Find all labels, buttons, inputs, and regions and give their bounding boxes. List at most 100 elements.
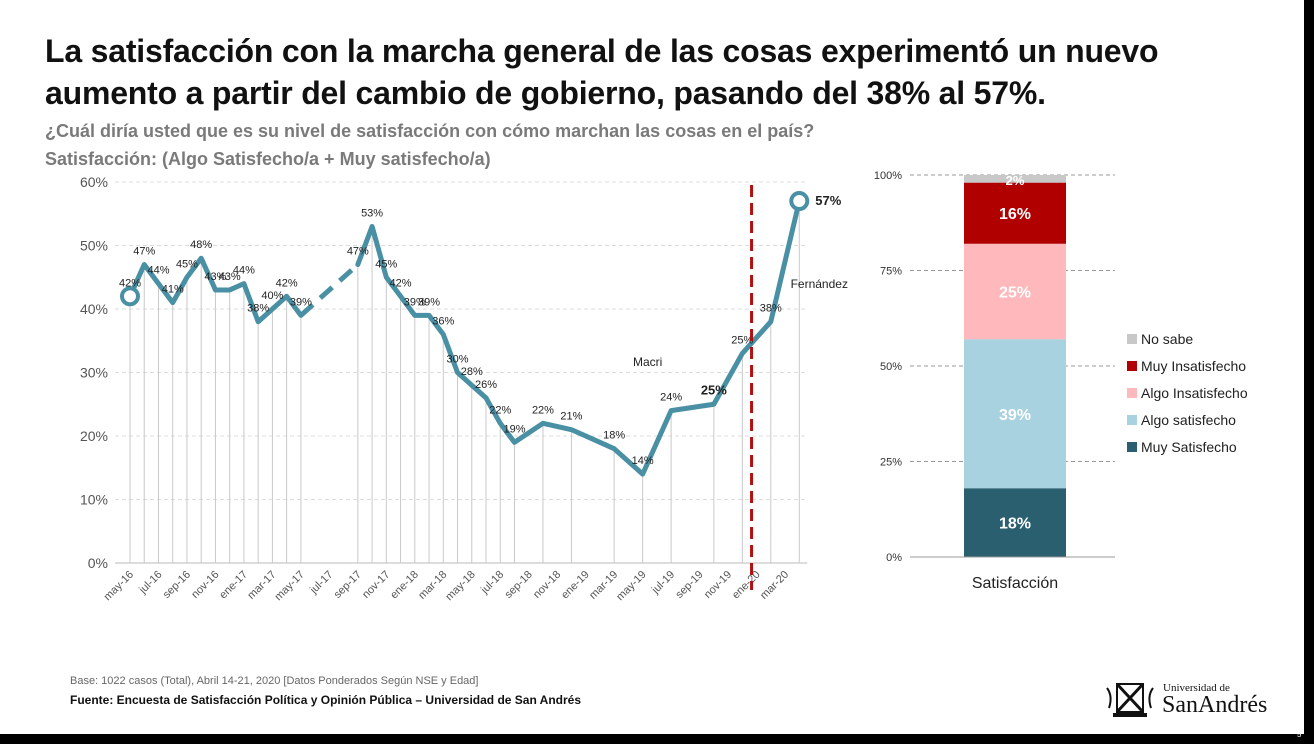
- data-label: 45%: [375, 258, 397, 270]
- data-label: 39%: [418, 296, 440, 308]
- y-tick-label: 100%: [874, 170, 902, 182]
- data-label: 18%: [603, 430, 625, 442]
- y-tick-label: 20%: [80, 428, 108, 444]
- legend-label: Algo Insatisfecho: [1141, 385, 1248, 401]
- page-title: La satisfacción con la marcha general de…: [45, 33, 1159, 111]
- stacked-bar-chart: 0% 25% 50% 75% 100% 18% 39% 25% 16% 2% Satisfacció…: [874, 170, 1248, 592]
- y-tick-label: 60%: [80, 174, 108, 190]
- data-label: 25%: [731, 334, 753, 346]
- bar-segment: [964, 339, 1066, 489]
- x-tick-label: sep-18: [503, 569, 535, 601]
- y-tick-label: 0%: [886, 552, 902, 564]
- legend-swatch: [1127, 388, 1137, 398]
- data-label: 24%: [660, 392, 682, 404]
- data-label: 47%: [347, 246, 369, 258]
- bar-segment: [964, 182, 1066, 244]
- data-label: 53%: [361, 207, 383, 219]
- segment-label: 2%: [1006, 173, 1025, 188]
- x-tick-label: may-17: [273, 569, 307, 603]
- data-label: 25%: [701, 382, 727, 397]
- x-tick-label: may-18: [443, 569, 477, 603]
- subtitle-measure: Satisfacción: (Algo Satisfecho/a + Muy s…: [45, 149, 491, 169]
- data-label: 45%: [176, 258, 198, 270]
- data-label: 14%: [632, 455, 654, 467]
- legend-label: No sabe: [1141, 331, 1193, 347]
- segment-label: 39%: [999, 407, 1031, 424]
- y-tick-label: 10%: [80, 492, 108, 508]
- x-tick-label: nov-16: [189, 569, 221, 601]
- data-label: 22%: [489, 404, 511, 416]
- footer-base: Base: 1022 casos (Total), Abril 14-21, 2…: [70, 675, 479, 687]
- footer-source: Fuente: Encuesta de Satisfacción Polític…: [70, 693, 582, 707]
- data-label: 42%: [390, 277, 412, 289]
- legend-swatch: [1127, 415, 1137, 425]
- x-tick-label: nov-18: [531, 569, 563, 601]
- university-logo: Universidad de SanAndrés: [1105, 680, 1285, 720]
- legend-label: Algo satisfecho: [1141, 412, 1236, 428]
- data-label: 28%: [461, 366, 483, 378]
- x-tick-label: sep-19: [673, 569, 705, 601]
- x-tick-label: may-16: [102, 569, 136, 603]
- x-tick-label: ene-20: [730, 569, 763, 602]
- data-label: 39%: [290, 296, 312, 308]
- annotation-fernandez: Fernández: [791, 277, 848, 291]
- data-label: 47%: [133, 246, 155, 258]
- line-chart: 0% 10% 20% 30% 40% 50% 60% 42% 47% 44% 41% 45% 48% 43…: [80, 174, 848, 603]
- x-tick-label: ene-17: [217, 569, 250, 602]
- data-label: 57%: [815, 193, 841, 208]
- data-label: 38%: [247, 303, 269, 315]
- bar-segment: [964, 243, 1066, 340]
- data-label: 44%: [233, 265, 255, 277]
- data-label: 42%: [119, 277, 141, 289]
- legend-label: Muy Satisfecho: [1141, 439, 1237, 455]
- data-label: 42%: [276, 277, 298, 289]
- data-label: 26%: [475, 379, 497, 391]
- subtitle-question: ¿Cuál diría usted que es su nivel de sat…: [45, 121, 815, 141]
- end-point-marker: [789, 191, 810, 212]
- data-label: 41%: [162, 284, 184, 296]
- series-line-segment: [355, 198, 802, 477]
- data-label: 30%: [447, 354, 469, 366]
- y-tick-label: 75%: [880, 266, 902, 278]
- segment-label: 16%: [999, 206, 1031, 223]
- y-tick-label: 30%: [80, 365, 108, 381]
- logo-text-name: SanAndrés: [1162, 692, 1268, 718]
- y-tick-label: 25%: [880, 457, 902, 469]
- data-label: 36%: [432, 315, 454, 327]
- y-tick-label: 40%: [80, 301, 108, 317]
- series-line-segment: [127, 255, 304, 325]
- annotation-macri: Macri: [633, 355, 662, 369]
- bar-segment: [964, 175, 1066, 183]
- data-label: 48%: [190, 239, 212, 251]
- legend-swatch: [1127, 442, 1137, 452]
- x-tick-label: sep-16: [161, 569, 193, 601]
- data-label: 43%: [204, 271, 226, 283]
- y-tick-label: 50%: [80, 238, 108, 254]
- x-tick-label: mar-20: [758, 569, 791, 602]
- legend-swatch: [1127, 334, 1137, 344]
- data-label: 38%: [760, 303, 782, 315]
- x-tick-label: ene-18: [388, 569, 421, 602]
- data-label: 22%: [532, 404, 554, 416]
- logo-text-top: Universidad de: [1163, 682, 1230, 694]
- y-tick-label: 0%: [88, 555, 108, 571]
- data-label: 39%: [404, 296, 426, 308]
- segment-label: 18%: [999, 516, 1031, 533]
- data-label: 44%: [147, 265, 169, 277]
- legend-label: Muy Insatisfecho: [1141, 358, 1246, 374]
- y-tick-label: 50%: [880, 361, 902, 373]
- data-label: 40%: [261, 290, 283, 302]
- page-number: 5: [1297, 730, 1302, 739]
- start-point-marker: [120, 286, 140, 307]
- legend-swatch: [1127, 361, 1137, 371]
- x-tick-label: may-19: [614, 569, 648, 603]
- data-label: 19%: [503, 423, 525, 435]
- crest-icon: [1106, 682, 1154, 717]
- category-label: Satisfacción: [972, 575, 1058, 592]
- slide: La satisfacción con la marcha general de…: [0, 0, 1304, 734]
- segment-label: 25%: [999, 285, 1031, 302]
- x-tick-label: nov-17: [360, 569, 392, 601]
- series-line-gap: [299, 262, 360, 318]
- data-label: 21%: [560, 411, 582, 423]
- bar-segment: [964, 488, 1066, 557]
